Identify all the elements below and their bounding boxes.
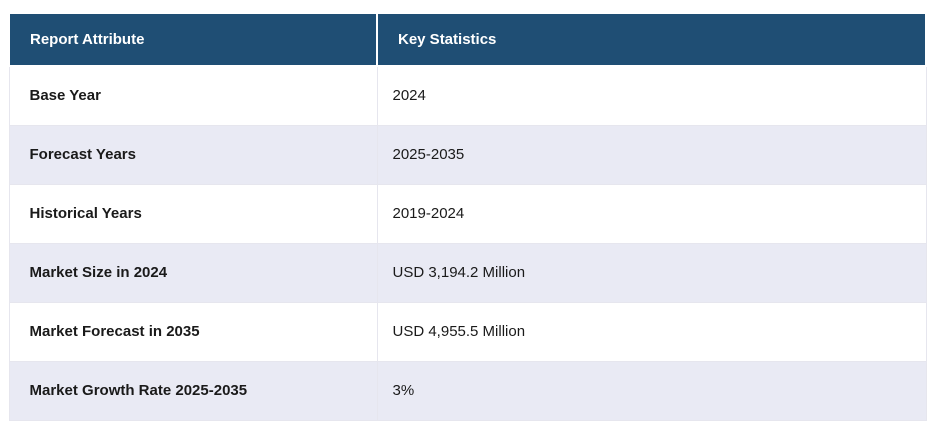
row-value-market-forecast: USD 4,955.5 Million bbox=[376, 301, 927, 362]
key-statistics-table: Report Attribute Key Statistics Base Yea… bbox=[8, 12, 927, 421]
row-attribute-base-year: Base Year bbox=[8, 65, 378, 126]
row-attribute-forecast-years: Forecast Years bbox=[8, 124, 378, 185]
column-header-key-statistics: Key Statistics bbox=[376, 12, 927, 67]
column-header-report-attribute: Report Attribute bbox=[8, 12, 378, 67]
row-value-market-size: USD 3,194.2 Million bbox=[376, 242, 927, 303]
row-value-historical-years: 2019-2024 bbox=[376, 183, 927, 244]
table-row: Market Size in 2024 USD 3,194.2 Million bbox=[8, 242, 927, 303]
row-value-base-year: 2024 bbox=[376, 65, 927, 126]
row-value-forecast-years: 2025-2035 bbox=[376, 124, 927, 185]
row-value-growth-rate: 3% bbox=[376, 360, 927, 421]
row-attribute-growth-rate: Market Growth Rate 2025-2035 bbox=[8, 360, 378, 421]
table-row: Market Growth Rate 2025-2035 3% bbox=[8, 360, 927, 421]
table-row: Historical Years 2019-2024 bbox=[8, 183, 927, 244]
row-attribute-historical-years: Historical Years bbox=[8, 183, 378, 244]
table-row: Market Forecast in 2035 USD 4,955.5 Mill… bbox=[8, 301, 927, 362]
table-header-row: Report Attribute Key Statistics bbox=[8, 12, 927, 67]
report-statistics-table: Report Attribute Key Statistics Base Yea… bbox=[8, 12, 927, 421]
table-row: Forecast Years 2025-2035 bbox=[8, 124, 927, 185]
row-attribute-market-size: Market Size in 2024 bbox=[8, 242, 378, 303]
row-attribute-market-forecast: Market Forecast in 2035 bbox=[8, 301, 378, 362]
table-row: Base Year 2024 bbox=[8, 65, 927, 126]
